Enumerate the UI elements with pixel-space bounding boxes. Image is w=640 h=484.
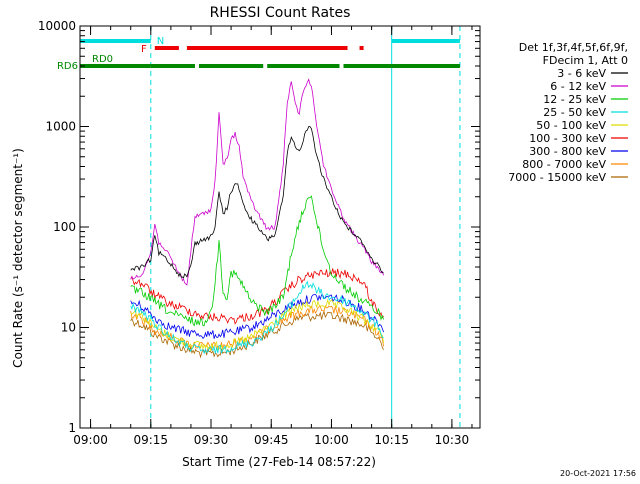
y-tick-label: 10000: [38, 19, 76, 33]
chart-title: RHESSI Count Rates: [210, 5, 351, 21]
x-tick-label: 10:00: [314, 433, 349, 447]
series-line: [130, 310, 384, 359]
series-line: [130, 298, 384, 352]
y-axis-label: Count Rate (s⁻¹ detector segment⁻¹): [11, 148, 25, 368]
series-line: [130, 195, 384, 327]
legend-header-line-1: Det 1f,3f,4f,5f,6f,9f,: [519, 41, 628, 54]
legend: Det 1f,3f,4f,5f,6f,9f, FDecim 1, Att 0 3…: [508, 41, 628, 184]
x-tick-label: 09:45: [254, 433, 289, 447]
y-tick-label: 100: [53, 220, 76, 234]
x-tick-label: 09:00: [73, 433, 108, 447]
legend-label: 50 - 100 keV: [536, 119, 606, 132]
annotation-layer: NF RD0 RD6: [57, 26, 461, 428]
legend-label: 300 - 800 keV: [529, 145, 606, 158]
series-layer: [130, 78, 384, 359]
legend-label: 12 - 25 keV: [543, 93, 606, 106]
x-axis-label: Start Time (27-Feb-14 08:57:22): [182, 455, 376, 469]
x-tick-label: 10:30: [435, 433, 470, 447]
series-line: [130, 294, 384, 340]
legend-label: 800 - 7000 keV: [522, 158, 606, 171]
axes: 09:00 09:15 09:30 09:45 10:00 10:15 10:30 1 10 10…: [38, 19, 480, 447]
saa-label-rd6: RD6: [57, 61, 78, 72]
y-tick-label: 1000: [45, 120, 76, 134]
legend-label: 25 - 50 keV: [543, 106, 606, 119]
y-tick-label: 1: [68, 421, 76, 435]
saa-label-rd0: RD0: [92, 54, 113, 65]
legend-label: 100 - 300 keV: [529, 132, 606, 145]
night-label: N: [157, 36, 164, 47]
legend-label: 6 - 12 keV: [550, 80, 606, 93]
y-axis-label-text: Count Rate (s⁻¹ detector segment⁻¹): [11, 148, 25, 368]
x-tick-label: 09:15: [133, 433, 168, 447]
x-tick-label: 09:30: [194, 433, 229, 447]
footer-timestamp: 20-Oct-2021 17:56: [560, 469, 636, 478]
legend-label: 3 - 6 keV: [557, 67, 606, 80]
flare-label: F: [141, 44, 147, 55]
series-line: [130, 280, 384, 355]
legend-label: 7000 - 15000 keV: [508, 171, 606, 184]
legend-header-line-2: FDecim 1, Att 0: [543, 54, 628, 67]
series-line: [130, 78, 384, 286]
series-line: [130, 268, 384, 325]
x-tick-label: 10:15: [374, 433, 409, 447]
y-tick-label: 10: [61, 321, 76, 335]
series-line: [130, 126, 384, 279]
